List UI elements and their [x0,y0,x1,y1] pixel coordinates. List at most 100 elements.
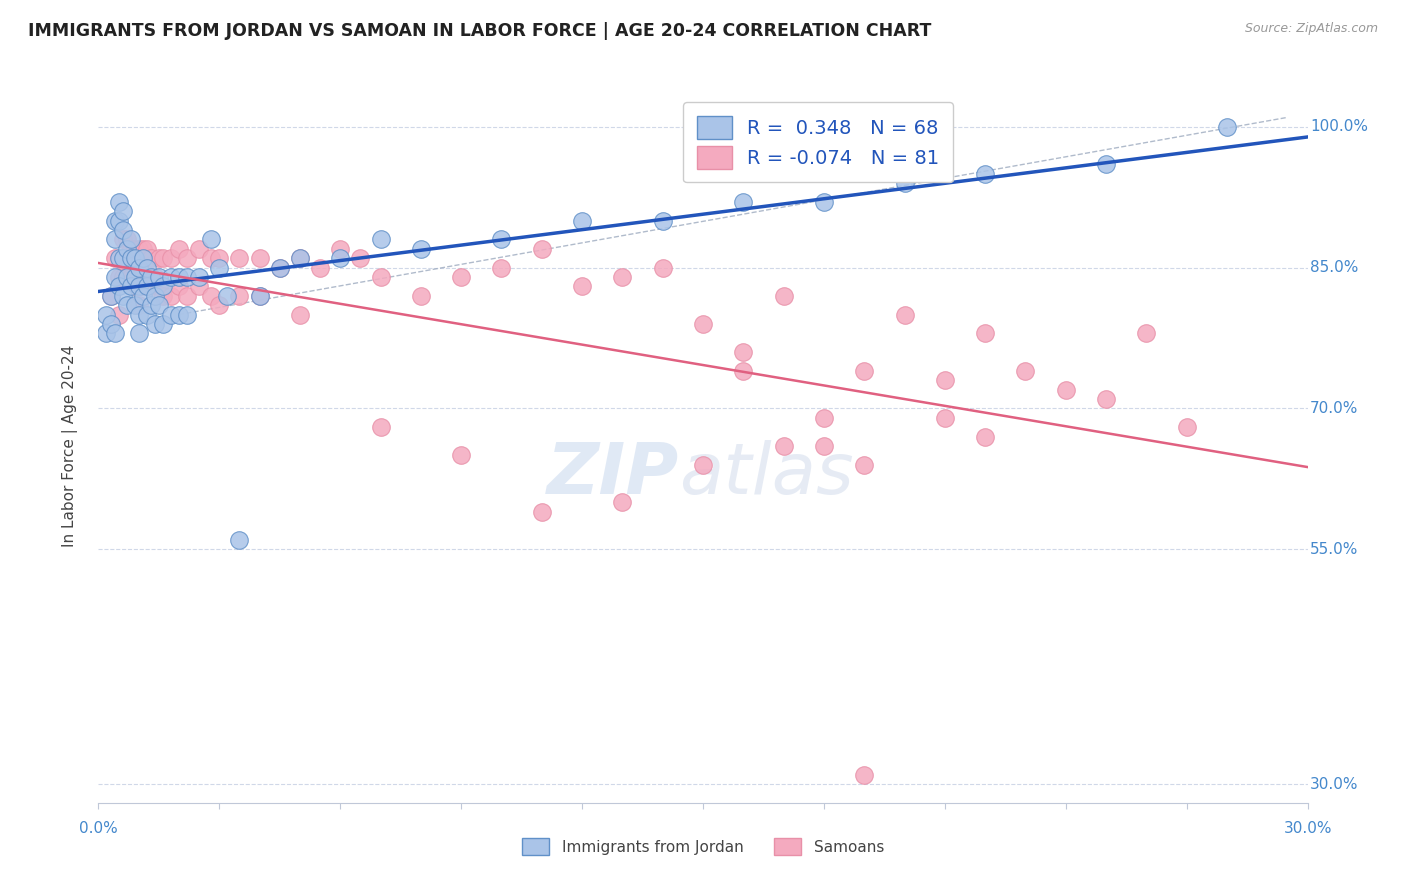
Point [128,242,150,256]
Point [1175,420,1198,434]
Point [120,242,142,256]
Point [100,289,122,303]
Point [249,289,271,303]
Point [139,298,162,312]
Point [217,289,239,303]
Point [111,223,134,237]
Point [853,364,876,378]
Point [96,326,118,341]
Text: Source: ZipAtlas.com: Source: ZipAtlas.com [1244,22,1378,36]
Point [651,213,673,227]
Point [228,533,250,547]
Point [288,251,311,265]
Point [139,270,162,285]
Point [107,308,129,322]
Point [329,251,352,265]
Point [571,213,593,227]
Point [733,194,755,209]
Point [135,242,157,256]
Point [249,251,271,265]
Point [124,270,146,285]
Point [853,767,876,781]
Point [111,251,134,265]
Point [200,251,222,265]
Point [124,279,146,293]
Point [115,270,138,285]
Point [120,251,142,265]
Point [228,251,250,265]
Point [269,260,291,275]
Point [103,326,125,341]
Point [309,260,332,275]
Point [167,308,190,322]
Point [143,270,166,285]
Point [167,242,190,256]
Point [188,270,211,285]
Point [651,260,673,275]
Text: 55.0%: 55.0% [1310,541,1358,557]
Point [188,242,211,256]
Point [111,289,134,303]
Point [813,439,835,453]
Text: 0.0%: 0.0% [79,821,118,836]
Point [167,270,190,285]
Point [813,410,835,425]
Point [612,270,634,285]
Point [530,505,553,519]
Point [160,270,183,285]
Point [160,308,183,322]
Point [692,458,714,472]
Point [200,232,222,246]
Point [124,298,146,312]
Point [111,204,134,219]
Point [120,270,142,285]
Point [132,279,155,293]
Point [733,345,755,359]
Point [370,420,392,434]
Point [103,232,125,246]
Point [188,279,211,293]
Point [853,458,876,472]
Point [450,270,472,285]
Point [115,242,138,256]
Point [120,279,142,293]
Point [329,242,352,256]
Point [107,251,129,265]
Point [148,298,170,312]
Point [107,194,129,209]
Point [120,232,142,246]
Point [111,232,134,246]
Point [1216,120,1239,134]
Point [1014,364,1036,378]
Text: atlas: atlas [679,440,853,509]
Point [124,251,146,265]
Point [139,251,162,265]
Point [100,289,122,303]
Point [409,289,432,303]
Point [208,298,231,312]
Point [132,289,155,303]
Point [160,251,183,265]
Point [132,242,155,256]
Point [974,429,997,443]
Text: 30.0%: 30.0% [1310,777,1358,791]
Point [148,251,170,265]
Point [100,317,122,331]
Point [132,251,155,265]
Point [176,251,198,265]
Point [143,289,166,303]
Point [103,251,125,265]
Point [96,308,118,322]
Point [124,242,146,256]
Point [772,439,794,453]
Point [893,176,915,190]
Text: IMMIGRANTS FROM JORDAN VS SAMOAN IN LABOR FORCE | AGE 20-24 CORRELATION CHART: IMMIGRANTS FROM JORDAN VS SAMOAN IN LABO… [28,22,932,40]
Point [530,242,553,256]
Point [772,289,794,303]
Point [228,289,250,303]
Point [115,270,138,285]
Text: 100.0%: 100.0% [1310,120,1368,135]
Point [571,279,593,293]
Point [128,308,150,322]
Point [111,270,134,285]
